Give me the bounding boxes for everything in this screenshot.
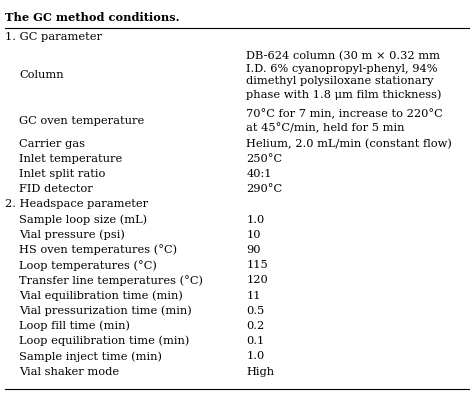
Text: 0.5: 0.5 <box>246 306 265 316</box>
Text: 0.1: 0.1 <box>246 336 265 346</box>
Text: HS oven temperatures (°C): HS oven temperatures (°C) <box>19 245 177 256</box>
Text: Sample loop size (mL): Sample loop size (mL) <box>19 214 147 225</box>
Text: Loop fill time (min): Loop fill time (min) <box>19 321 130 331</box>
Text: 70°C for 7 min, increase to 220°C
at 45°C/min, held for 5 min: 70°C for 7 min, increase to 220°C at 45°… <box>246 109 443 133</box>
Text: 2. Headspace parameter: 2. Headspace parameter <box>5 199 148 209</box>
Text: Loop equilibration time (min): Loop equilibration time (min) <box>19 336 189 346</box>
Text: 250°C: 250°C <box>246 154 283 164</box>
Text: Inlet split ratio: Inlet split ratio <box>19 169 105 179</box>
Text: High: High <box>246 367 274 376</box>
Text: Transfer line temperatures (°C): Transfer line temperatures (°C) <box>19 275 203 286</box>
Text: 1.0: 1.0 <box>246 352 265 361</box>
Text: Vial pressure (psi): Vial pressure (psi) <box>19 229 125 240</box>
Text: Loop temperatures (°C): Loop temperatures (°C) <box>19 260 157 271</box>
Text: 120: 120 <box>246 275 268 286</box>
Text: Vial equilibration time (min): Vial equilibration time (min) <box>19 290 183 301</box>
Text: Inlet temperature: Inlet temperature <box>19 154 122 164</box>
Text: 90: 90 <box>246 245 261 255</box>
Text: FID detector: FID detector <box>19 184 93 194</box>
Text: 40:1: 40:1 <box>246 169 272 179</box>
Text: Sample inject time (min): Sample inject time (min) <box>19 351 162 362</box>
Text: 1. GC parameter: 1. GC parameter <box>5 32 102 42</box>
Text: 1.0: 1.0 <box>246 214 265 225</box>
Text: 11: 11 <box>246 291 261 301</box>
Text: DB-624 column (30 m × 0.32 mm
I.D. 6% cyanopropyl-phenyl, 94%
dimethyl polysilox: DB-624 column (30 m × 0.32 mm I.D. 6% cy… <box>246 51 442 100</box>
Text: Vial pressurization time (min): Vial pressurization time (min) <box>19 305 191 316</box>
Text: 290°C: 290°C <box>246 184 283 194</box>
Text: 10: 10 <box>246 230 261 240</box>
Text: Vial shaker mode: Vial shaker mode <box>19 367 119 376</box>
Text: GC oven temperature: GC oven temperature <box>19 116 144 126</box>
Text: 115: 115 <box>246 260 268 270</box>
Text: Helium, 2.0 mL/min (constant flow): Helium, 2.0 mL/min (constant flow) <box>246 138 452 149</box>
Text: The GC method conditions.: The GC method conditions. <box>5 12 179 23</box>
Text: Column: Column <box>19 70 64 80</box>
Text: 0.2: 0.2 <box>246 321 265 331</box>
Text: Carrier gas: Carrier gas <box>19 139 85 149</box>
